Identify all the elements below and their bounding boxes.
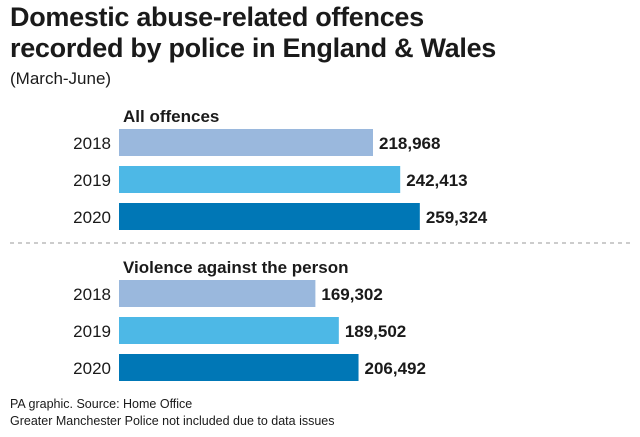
year-label: 2019 xyxy=(73,322,111,341)
year-label: 2018 xyxy=(73,285,111,304)
value-label: 169,302 xyxy=(321,285,382,304)
chart-footer: PA graphic. Source: Home Office Greater … xyxy=(10,396,335,430)
bar xyxy=(119,203,420,230)
source-note: PA graphic. Source: Home Office xyxy=(10,397,193,411)
year-label: 2019 xyxy=(73,171,111,190)
value-label: 218,968 xyxy=(379,134,440,153)
chart-title: Domestic abuse-related offences recorded… xyxy=(10,2,630,64)
chart-title-line-1: Domestic abuse-related offences xyxy=(10,2,424,32)
bar xyxy=(119,317,339,344)
value-label: 206,492 xyxy=(365,359,426,378)
bar xyxy=(119,129,374,156)
year-label: 2018 xyxy=(73,134,111,153)
value-label: 189,502 xyxy=(345,322,406,341)
bar xyxy=(119,166,401,193)
panel-heading: Violence against the person xyxy=(123,258,348,277)
year-label: 2020 xyxy=(73,359,111,378)
bar xyxy=(119,354,359,381)
data-issue-note: Greater Manchester Police not included d… xyxy=(10,414,335,428)
value-label: 259,324 xyxy=(426,208,488,227)
year-label: 2020 xyxy=(73,208,111,227)
chart-subtitle: (March-June) xyxy=(10,69,112,88)
panel-heading: All offences xyxy=(123,107,219,126)
value-label: 242,413 xyxy=(406,171,467,190)
chart-title-line-2: recorded by police in England & Wales xyxy=(10,33,497,63)
bar xyxy=(119,280,316,307)
